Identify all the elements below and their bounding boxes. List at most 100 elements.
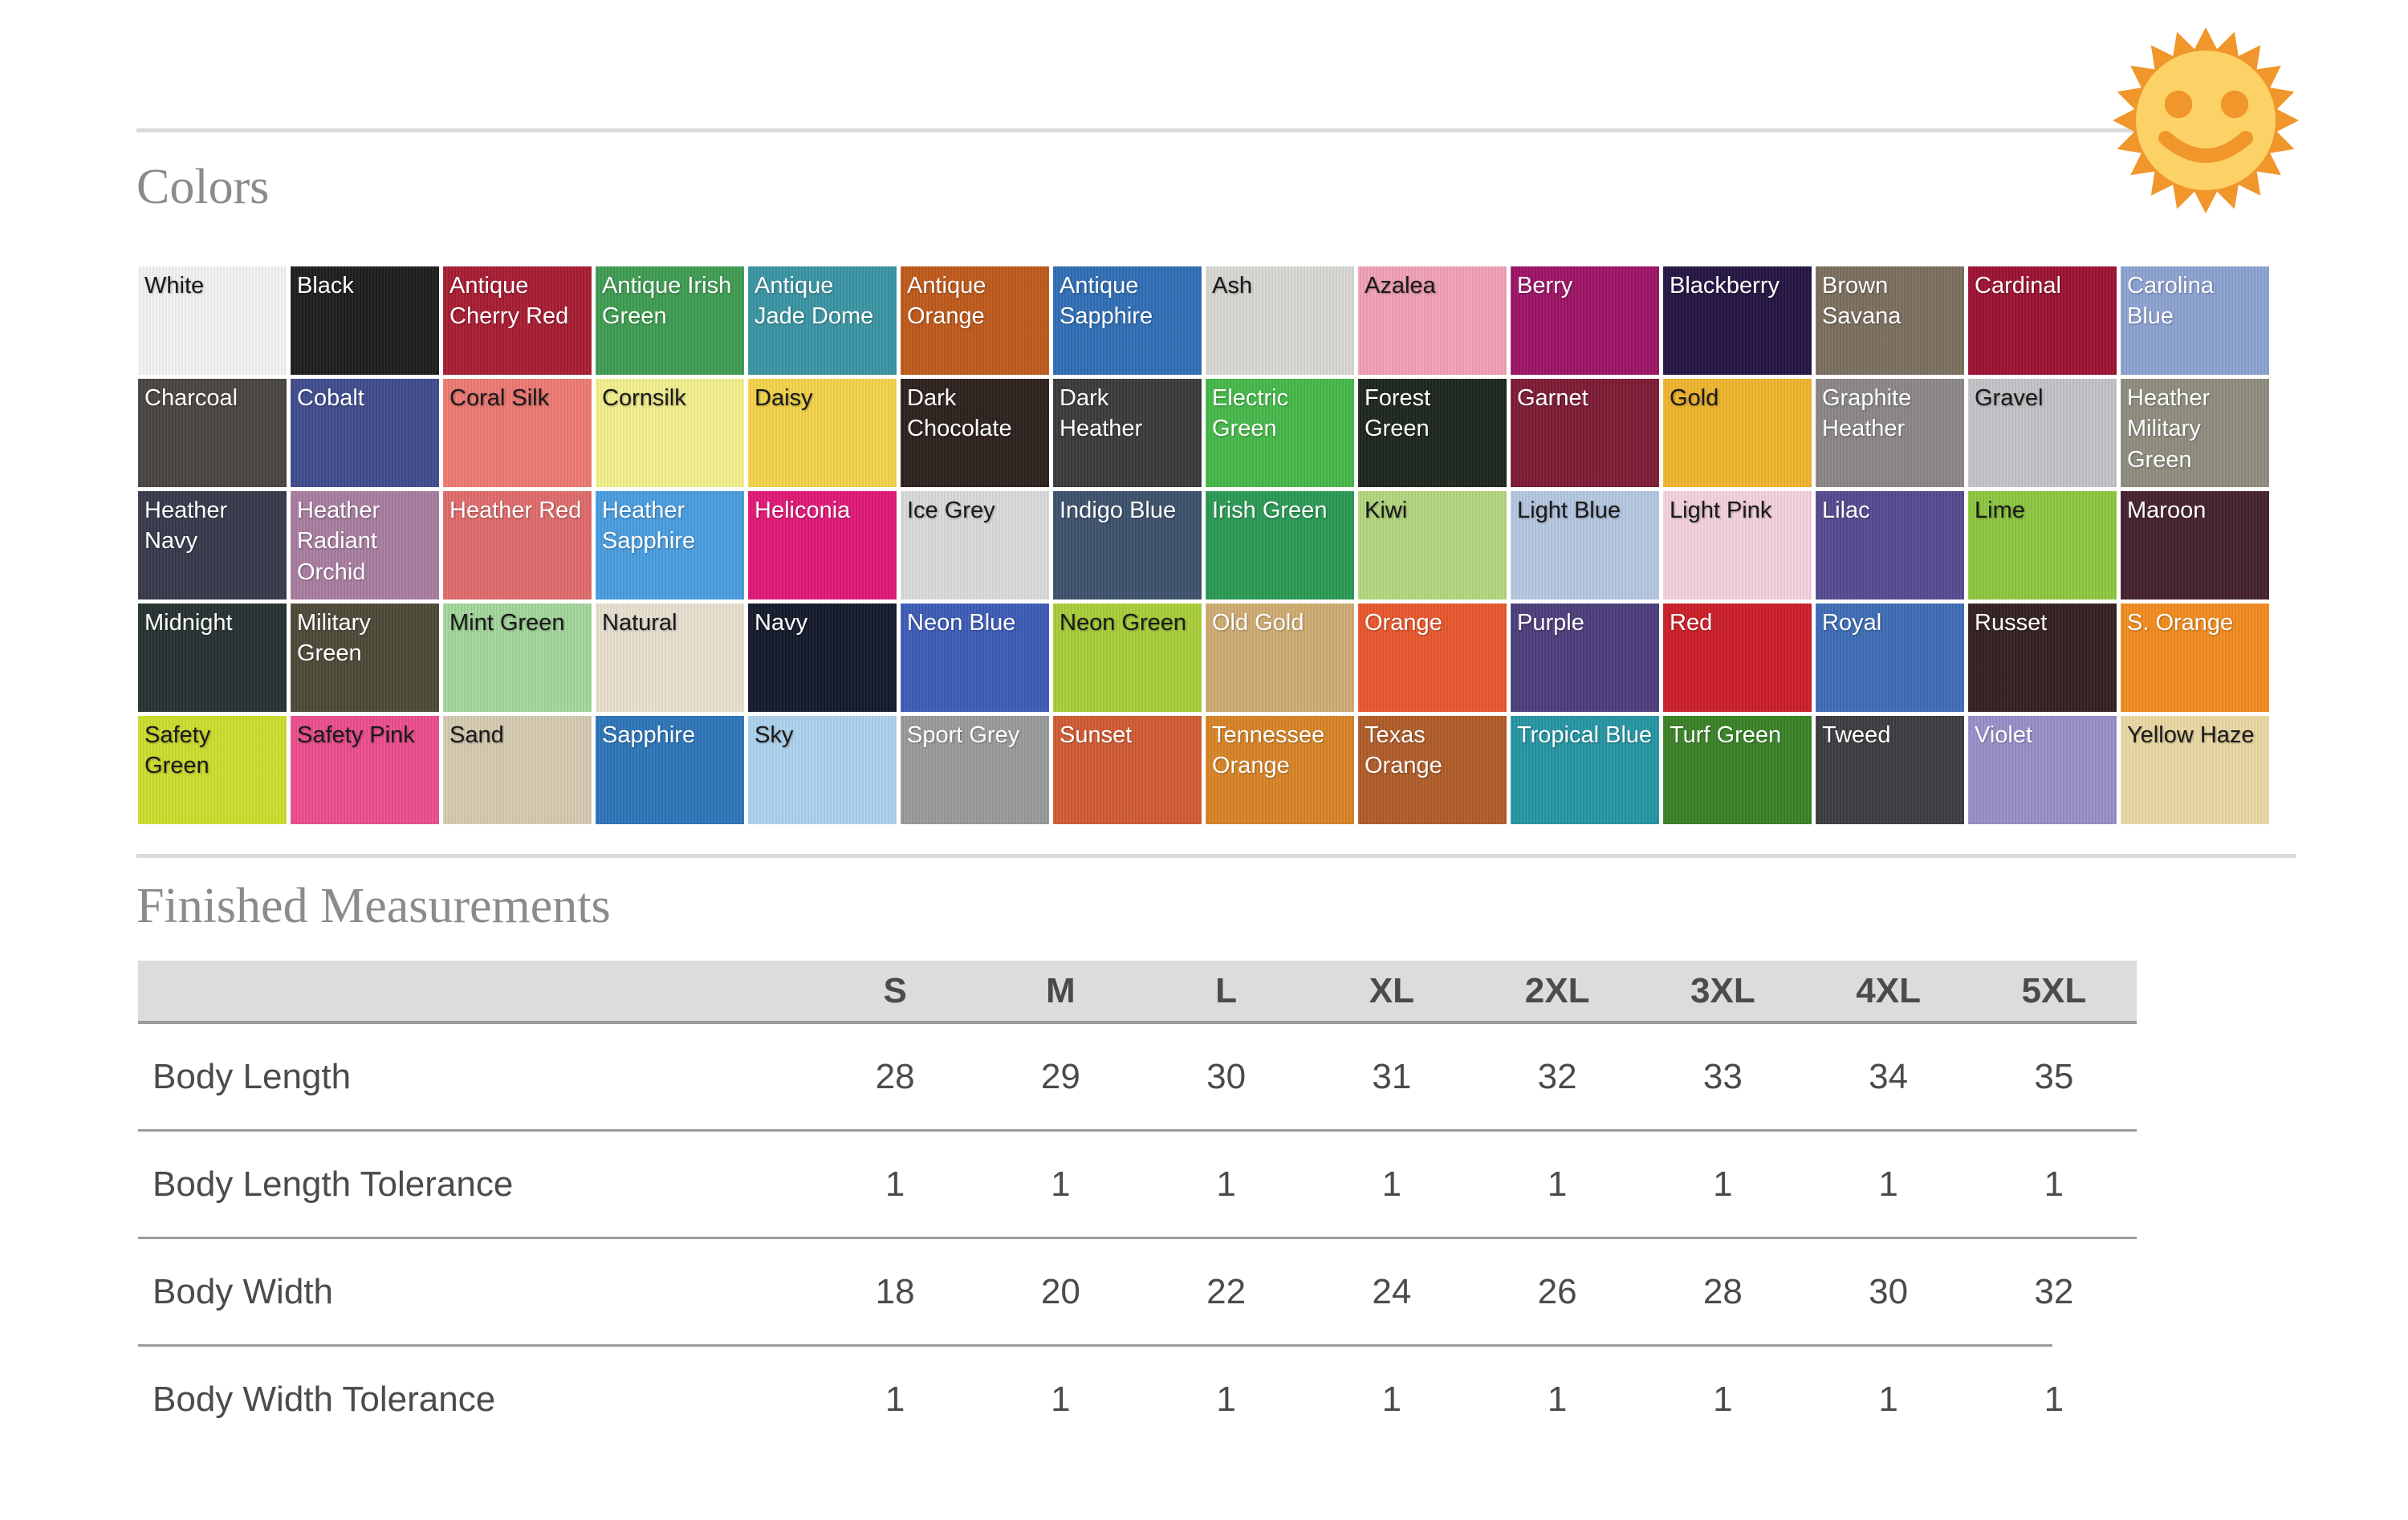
color-swatch: S. Orange	[2121, 604, 2269, 712]
color-swatch: Coral Silk	[443, 379, 592, 487]
color-swatch: Dark Heather	[1053, 379, 1202, 487]
color-swatch-label: Electric Green	[1212, 385, 1289, 442]
color-swatch: Heather Military Green	[2121, 379, 2269, 487]
color-swatch-label: Irish Green	[1212, 498, 1328, 523]
cell-value: 28	[1702, 1271, 1743, 1311]
color-swatch: Antique Cherry Red	[443, 266, 592, 375]
color-swatch: Midnight	[138, 604, 287, 712]
color-swatch-label: Light Blue	[1517, 498, 1621, 523]
cell-value: 31	[1372, 1056, 1412, 1096]
cell-value: 1	[1878, 1379, 1898, 1419]
sun-left-eye	[2164, 90, 2193, 119]
color-swatch: Purple	[1511, 604, 1659, 712]
color-swatch-label: Violet	[1975, 722, 2033, 748]
cell-value: 24	[1372, 1271, 1412, 1311]
color-swatch-label: Kiwi	[1365, 498, 1408, 523]
color-swatch: Natural	[596, 604, 744, 712]
color-swatch-label: Tweed	[1822, 722, 1891, 748]
color-swatch: Heliconia	[748, 491, 897, 599]
middle-divider	[136, 854, 2296, 858]
color-swatch: Brown Savana	[1816, 266, 1964, 375]
color-swatch: Sport Grey	[901, 716, 1049, 824]
color-swatch-label: Russet	[1975, 610, 2048, 636]
color-swatch: Daisy	[748, 379, 897, 487]
size-header: L	[1215, 970, 1238, 1010]
cell-value: 1	[1381, 1164, 1402, 1204]
color-swatch-label: Black	[297, 273, 354, 299]
color-swatch: Violet	[1968, 716, 2117, 824]
row-values: 1 1 1 1 1 1 1 1	[812, 1164, 2137, 1205]
color-swatch-label: Sky	[755, 722, 794, 748]
cell-value: 1	[1216, 1379, 1236, 1419]
color-swatch: Tennessee Orange	[1206, 716, 1354, 824]
color-swatch: Orange	[1358, 604, 1507, 712]
color-swatch-label: Garnet	[1517, 385, 1588, 411]
color-swatch-label: Carolina Blue	[2127, 273, 2214, 330]
color-swatch-label: Neon Blue	[907, 610, 1016, 636]
color-swatch: Dark Chocolate	[901, 379, 1049, 487]
cell-value: 32	[2034, 1271, 2074, 1311]
cell-value: 30	[1206, 1056, 1247, 1096]
color-swatch: Gravel	[1968, 379, 2117, 487]
cell-value: 1	[1547, 1164, 1568, 1204]
color-swatch: Blackberry	[1663, 266, 1812, 375]
cell-value: 22	[1206, 1271, 1247, 1311]
size-header: 5XL	[2021, 970, 2087, 1010]
color-swatch: Cobalt	[291, 379, 439, 487]
color-swatch-label: Cardinal	[1975, 273, 2061, 299]
color-swatch: Heather Red	[443, 491, 592, 599]
color-swatch: Russet	[1968, 604, 2117, 712]
color-swatch: Black	[291, 266, 439, 375]
color-swatch: Antique Sapphire	[1053, 266, 1202, 375]
cell-value: 1	[1547, 1379, 1568, 1419]
color-swatch-label: Daisy	[755, 385, 813, 411]
cell-value: 29	[1040, 1056, 1080, 1096]
cell-value: 33	[1702, 1056, 1743, 1096]
color-swatch-label: Heather Radiant Orchid	[297, 498, 380, 585]
color-swatch-label: Charcoal	[144, 385, 238, 411]
color-swatch-label: Heather Navy	[144, 498, 228, 555]
color-swatch-label: Heather Sapphire	[602, 498, 696, 555]
color-swatch: White	[138, 266, 287, 375]
color-swatch: Lime	[1968, 491, 2117, 599]
color-swatch: Antique Jade Dome	[748, 266, 897, 375]
color-swatch-label: Tennessee Orange	[1212, 722, 1325, 779]
color-swatch-label: Antique Sapphire	[1060, 273, 1153, 330]
color-swatch: Antique Orange	[901, 266, 1049, 375]
color-swatch-label: Dark Heather	[1060, 385, 1143, 442]
color-swatch: Light Blue	[1511, 491, 1659, 599]
color-swatch: Azalea	[1358, 266, 1507, 375]
color-swatch: Kiwi	[1358, 491, 1507, 599]
color-swatch: Safety Green	[138, 716, 287, 824]
cell-value: 1	[1713, 1379, 1733, 1419]
color-swatch: Charcoal	[138, 379, 287, 487]
color-swatch-label: Sand	[449, 722, 504, 748]
color-swatch: Neon Green	[1053, 604, 1202, 712]
color-swatch-label: Cobalt	[297, 385, 364, 411]
color-swatch-label: Brown Savana	[1822, 273, 1902, 330]
cell-value: 1	[2044, 1164, 2064, 1204]
color-swatch-label: Orange	[1365, 610, 1442, 636]
color-swatch: Lilac	[1816, 491, 1964, 599]
row-divider	[138, 1344, 2052, 1347]
color-swatch-label: Turf Green	[1670, 722, 1782, 748]
sun-smiley-icon	[2113, 27, 2299, 213]
color-swatch: Royal	[1816, 604, 1964, 712]
color-swatch: Red	[1663, 604, 1812, 712]
color-swatch-label: Heliconia	[755, 498, 851, 523]
color-swatch-label: Dark Chocolate	[907, 385, 1012, 442]
color-swatch: Ash	[1206, 266, 1354, 375]
color-swatch-label: Indigo Blue	[1060, 498, 1177, 523]
color-swatch: Berry	[1511, 266, 1659, 375]
color-swatch: Tropical Blue	[1511, 716, 1659, 824]
cell-value: 26	[1537, 1271, 1577, 1311]
color-swatch: Sky	[748, 716, 897, 824]
table-row: Body Length Tolerance 1 1 1 1 1 1 1 1	[138, 1132, 2137, 1237]
cell-value: 18	[875, 1271, 915, 1311]
color-swatch: Light Pink	[1663, 491, 1812, 599]
color-swatch-label: Antique Irish Green	[602, 273, 732, 330]
color-swatch-label: Cornsilk	[602, 385, 686, 411]
color-swatch-label: S. Orange	[2127, 610, 2234, 636]
color-swatch-label: Forest Green	[1365, 385, 1431, 442]
color-swatch-label: Ash	[1212, 273, 1252, 299]
